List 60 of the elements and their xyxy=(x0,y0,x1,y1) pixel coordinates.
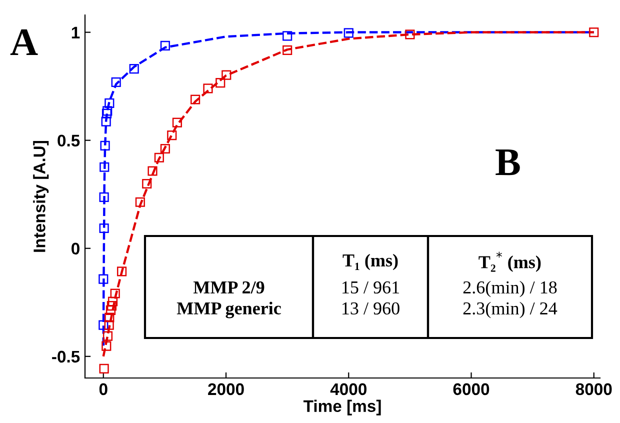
point xyxy=(160,40,170,50)
annotation: 13 / 960 xyxy=(342,302,400,315)
y-tick-label: 0 xyxy=(72,242,80,255)
annotation: T₁ (ms) xyxy=(342,254,398,270)
point xyxy=(344,28,354,38)
annotation: T₂$^{*}$ (ms) xyxy=(478,252,541,272)
x-tick-label: 6000 xyxy=(453,383,490,396)
point xyxy=(116,266,127,276)
point xyxy=(160,144,170,154)
point xyxy=(222,70,232,80)
point xyxy=(102,108,112,118)
point xyxy=(154,152,164,162)
x-tick-label: 4000 xyxy=(330,383,366,396)
text: A xyxy=(10,29,38,55)
y-tick-label: 1 xyxy=(72,26,80,38)
point xyxy=(104,98,114,108)
y-axis-title: Intensity [A.U] xyxy=(33,140,49,252)
point xyxy=(104,312,114,322)
point xyxy=(110,288,120,298)
point xyxy=(148,166,158,176)
x-tick-label: 8000 xyxy=(576,383,612,396)
point xyxy=(102,106,112,116)
point xyxy=(102,331,113,341)
point xyxy=(108,296,118,306)
point xyxy=(203,84,213,94)
annotation: MMP generic xyxy=(176,302,281,318)
point xyxy=(129,64,139,74)
point xyxy=(282,45,292,56)
annotation: B xyxy=(496,150,520,176)
point xyxy=(405,30,415,40)
point xyxy=(106,305,116,315)
point xyxy=(167,130,177,140)
x-axis-title: Time [ms] xyxy=(303,400,381,416)
point xyxy=(172,118,182,128)
point xyxy=(99,192,109,202)
point xyxy=(102,341,112,351)
annotation: 15 / 961 xyxy=(342,281,400,294)
point xyxy=(111,77,121,87)
x-tick-label: 0 xyxy=(99,383,108,396)
point xyxy=(99,364,109,374)
point xyxy=(99,223,109,234)
point xyxy=(98,274,108,284)
point xyxy=(216,78,226,88)
point xyxy=(190,94,200,104)
point xyxy=(101,116,111,126)
point xyxy=(106,301,117,311)
point xyxy=(104,320,114,330)
y-tick-label: 0.5 xyxy=(58,134,80,147)
point xyxy=(100,140,110,151)
annotation: 2.3(min) / 24 xyxy=(463,302,558,318)
point xyxy=(282,31,292,41)
x-tick-label: 2000 xyxy=(208,383,244,396)
point xyxy=(142,178,152,189)
y-tick-label: -0.5 xyxy=(52,350,80,363)
point xyxy=(589,27,599,38)
point xyxy=(98,320,108,330)
annotation: MMP 2/9 xyxy=(193,281,264,294)
point xyxy=(100,162,110,172)
annotation: 2.6(min) / 18 xyxy=(463,280,557,298)
point xyxy=(135,197,145,207)
